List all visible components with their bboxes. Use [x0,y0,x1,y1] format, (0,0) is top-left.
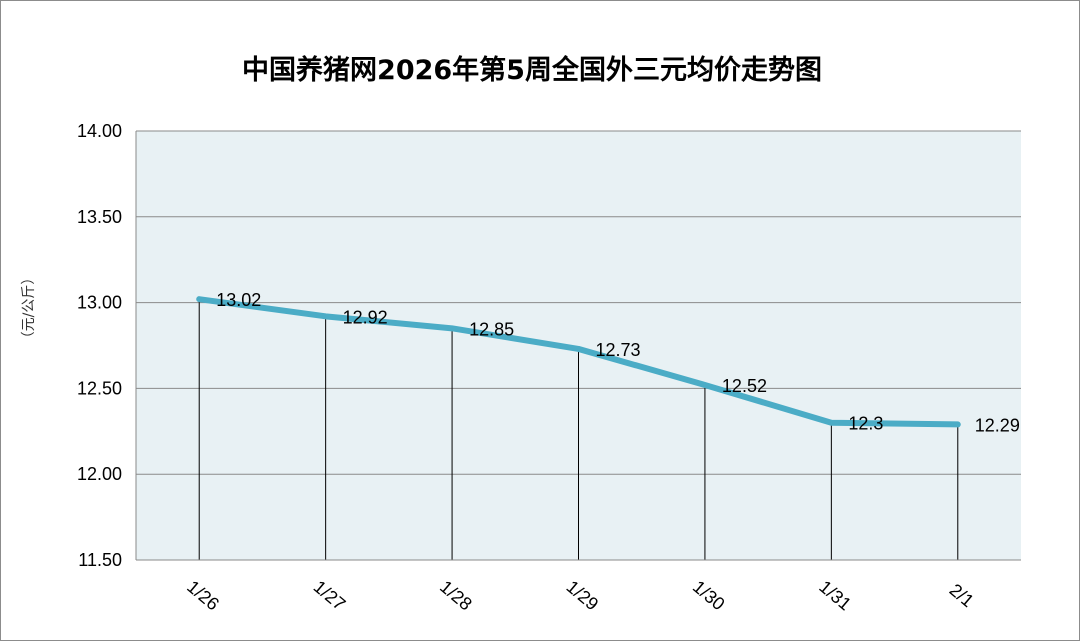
data-label: 12.29 [975,415,1020,435]
data-label: 12.92 [343,307,388,327]
x-tick-label: 1/31 [815,576,855,614]
data-label: 12.3 [848,414,883,434]
x-tick-label: 1/30 [689,576,729,614]
y-tick-label: 12.50 [77,378,122,398]
series-line [196,296,961,428]
data-label: 12.85 [469,319,514,339]
data-label: 13.02 [216,290,261,310]
x-tick-label: 1/29 [563,576,603,614]
axes [135,131,1021,561]
series-line-layer [196,296,961,428]
data-labels: 13.02 12.92 12.85 12.73 12.52 12.3 12.29 [216,290,1020,435]
data-label: 12.52 [722,376,767,396]
y-tick-label: 13.00 [77,293,122,313]
x-tick-label: 1/28 [436,576,476,614]
y-axis-title: （元/公斤） [21,271,37,346]
drop-lines [198,299,959,560]
y-tick-label: 14.00 [77,121,122,141]
x-tick-label: 2/1 [946,580,978,611]
x-tick-label: 1/27 [310,576,350,614]
y-tick-label: 13.50 [77,207,122,227]
y-tick-labels: 11.50 12.00 12.50 13.00 13.50 14.00 [77,121,122,570]
x-tick-labels: 1/26 1/27 1/28 1/29 1/30 1/31 2/1 [183,576,977,614]
y-tick-label: 12.00 [77,464,122,484]
chart-title: 中国养猪网2026年第5周全国外三元均价走势图 [242,55,822,86]
data-label: 12.73 [596,340,641,360]
y-tick-label: 11.50 [78,550,122,570]
x-tick-label: 1/26 [183,576,223,614]
